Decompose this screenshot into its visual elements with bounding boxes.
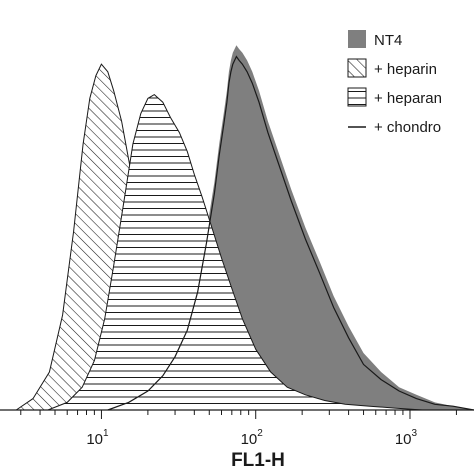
legend-label: NT4	[374, 32, 402, 49]
plot-area: 101 102 103	[0, 45, 474, 448]
x-tick-label: 103	[395, 428, 418, 448]
x-ticks: 101 102 103	[20, 410, 457, 448]
legend-swatch	[348, 30, 366, 48]
legend-swatch	[347, 58, 367, 78]
legend-item-heparin: + heparin	[347, 58, 437, 78]
legend-label: + chondro	[374, 119, 441, 136]
legend-item-chondro: + chondro	[348, 119, 441, 136]
legend-label: + heparan	[374, 90, 442, 107]
x-tick-label: 102	[241, 428, 264, 448]
series-layer	[14, 45, 474, 411]
x-axis-label: FL1-H	[231, 450, 285, 471]
series-heparan	[47, 93, 423, 411]
legend-swatch	[347, 87, 367, 107]
legend-item-nt4: NT4	[348, 30, 402, 49]
legend-label: + heparin	[374, 61, 437, 78]
x-tick-label: 101	[86, 428, 109, 448]
series-chondro	[107, 55, 474, 411]
legend-item-heparan: + heparan	[347, 87, 442, 107]
legend: NT4 + heparin + heparan + chondro	[347, 30, 442, 136]
